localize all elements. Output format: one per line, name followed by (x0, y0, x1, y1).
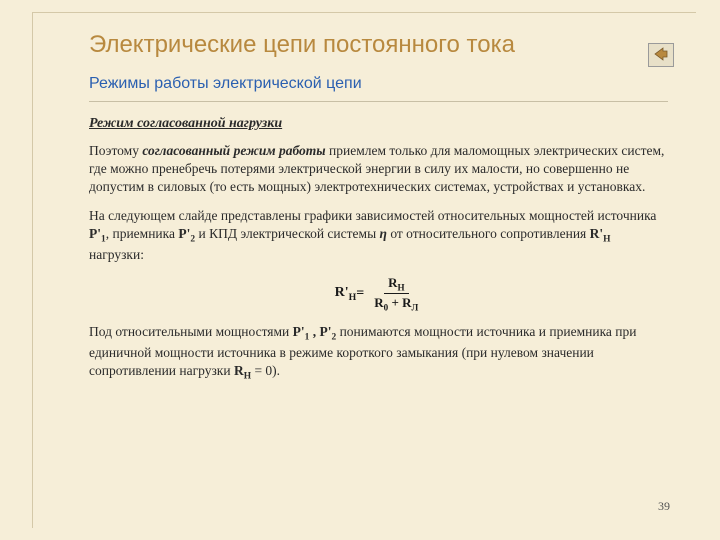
sub: Н (349, 292, 357, 303)
sym: R' (590, 226, 604, 241)
formula-equals: = (356, 286, 364, 302)
sym: P' (293, 324, 305, 339)
sym: P' (319, 324, 331, 339)
slide-subtitle: Режимы работы электрической цепи (89, 75, 668, 93)
symbol-rn: RН (234, 363, 251, 378)
text: = 0). (251, 363, 280, 378)
sym: R (374, 295, 383, 310)
paragraph-3: Под относительными мощностями P'1 , P'2 … (89, 323, 668, 384)
text: На следующем слайде представлены графики… (89, 208, 656, 223)
paragraph-2: На следующем слайде представлены графики… (89, 207, 668, 265)
page-number: 39 (658, 499, 670, 514)
slide-panel: Электрические цепи постоянного тока Режи… (32, 12, 696, 528)
section-heading: Режим согласованной нагрузки (89, 116, 668, 132)
symbol-p1: P'1 (89, 226, 106, 241)
symbol-p2: P'2 (319, 324, 336, 339)
plus: + (388, 295, 402, 310)
sub: Л (412, 303, 419, 313)
sym: R' (335, 285, 349, 300)
emphasis: согласованный режим работы (142, 143, 325, 158)
text: Под относительными мощностями (89, 324, 293, 339)
sym: R (234, 363, 244, 378)
sub: Н (603, 235, 610, 245)
sym: R (402, 295, 411, 310)
title-divider (89, 101, 668, 102)
symbol-rn: R'Н (590, 226, 611, 241)
text: от относительного сопротивления (387, 226, 590, 241)
comma: , (309, 324, 319, 339)
formula-fraction: RН R0 + RЛ (370, 275, 422, 313)
text: , приемника (106, 226, 179, 241)
sym: P' (178, 226, 190, 241)
symbol-p2: P'2 (178, 226, 195, 241)
fraction-denominator: R0 + RЛ (370, 294, 422, 313)
formula-left: R'Н (335, 285, 357, 303)
formula: R'Н = RН R0 + RЛ (89, 275, 668, 313)
sub: Н (397, 282, 404, 292)
slide-title: Электрические цепи постоянного тока (89, 31, 668, 59)
text: и КПД электрической системы (195, 226, 379, 241)
text: нагрузки: (89, 247, 144, 262)
paragraph-1: Поэтому согласованный режим работы прием… (89, 142, 668, 197)
symbol-p1: P'1 (293, 324, 310, 339)
back-return-icon[interactable] (648, 43, 674, 67)
text: Поэтому (89, 143, 142, 158)
sym: P' (89, 226, 101, 241)
sub: Н (244, 372, 251, 382)
fraction-numerator: RН (384, 275, 408, 295)
symbol-eta: η (380, 226, 387, 241)
